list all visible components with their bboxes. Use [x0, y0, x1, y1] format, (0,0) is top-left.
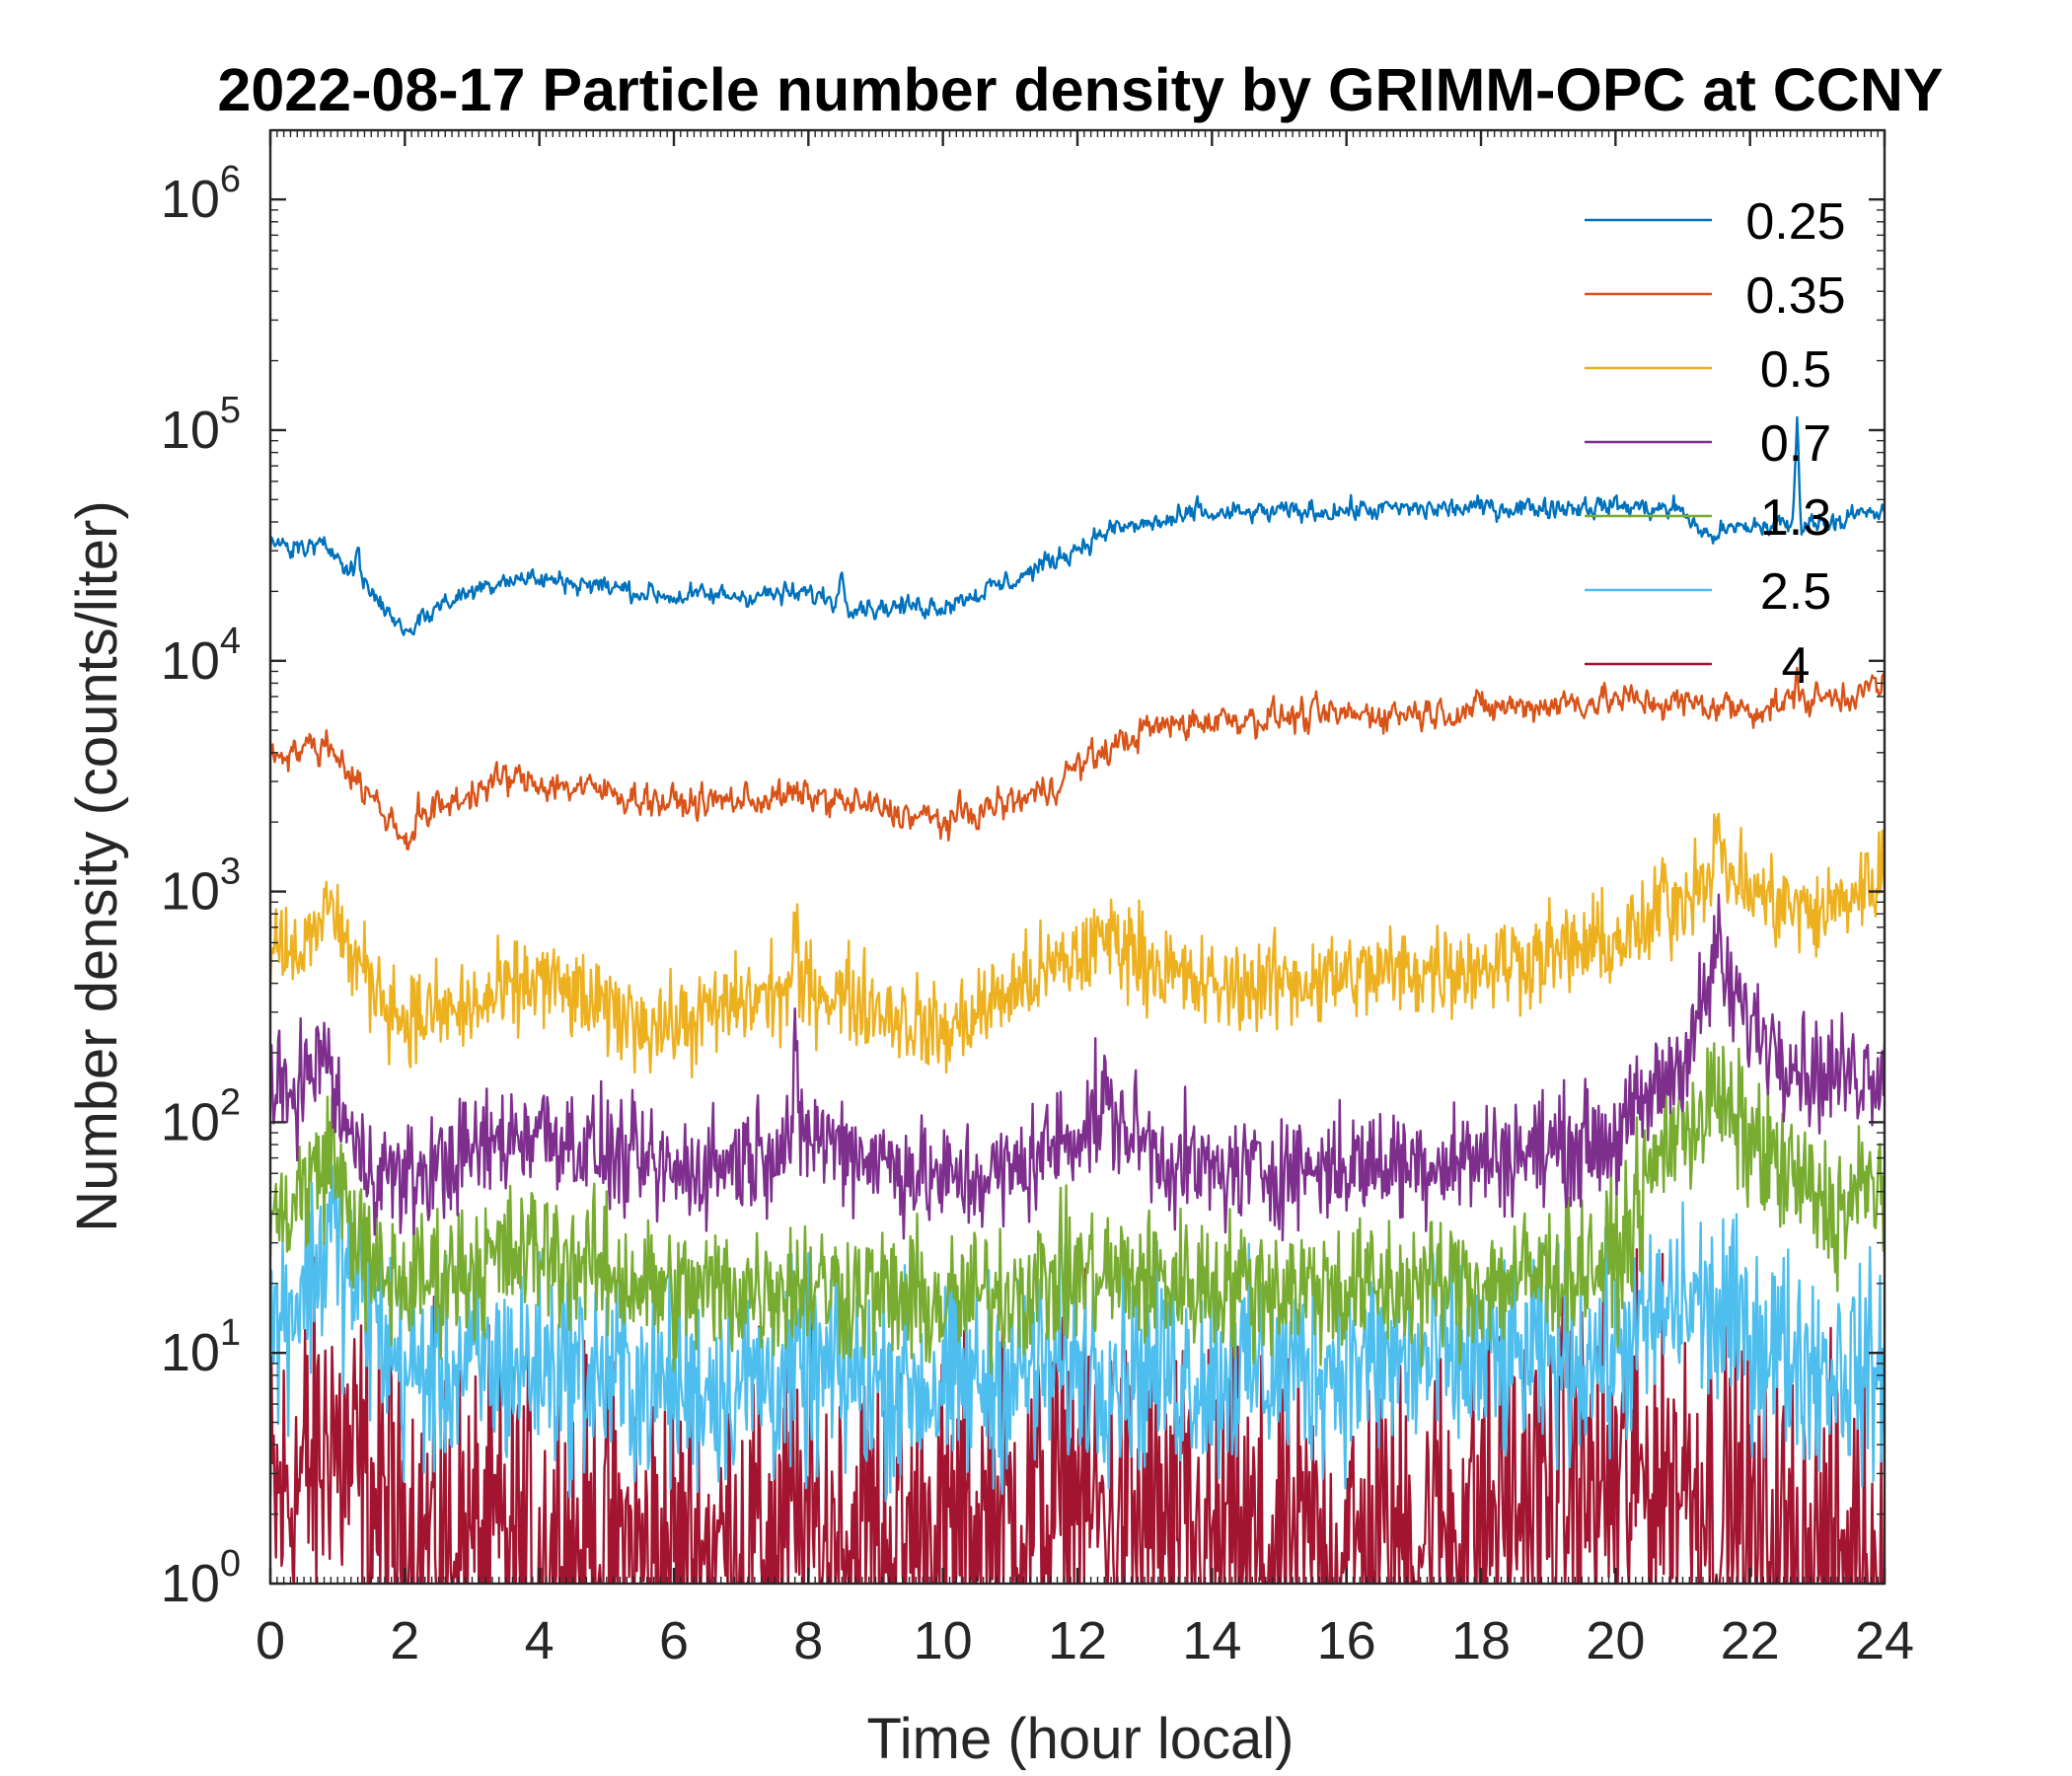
- series-line-0.25: [270, 415, 1885, 636]
- x-tick-label: 4: [525, 1611, 555, 1670]
- chart-title: 2022-08-17 Particle number density by GR…: [217, 56, 1943, 123]
- x-tick-label: 16: [1317, 1611, 1376, 1670]
- legend-item-0.35: 0.35: [1585, 267, 1846, 325]
- series-line-1.3: [270, 1042, 1885, 1375]
- x-tick-label: 20: [1586, 1611, 1645, 1670]
- series-lines: [270, 415, 1885, 1584]
- x-tick-label: 2: [390, 1611, 419, 1670]
- x-tick-label: 18: [1451, 1611, 1511, 1670]
- x-tick-label: 8: [793, 1611, 823, 1670]
- series-line-0.7: [270, 893, 1885, 1242]
- x-tick-label: 24: [1855, 1611, 1914, 1670]
- legend-item-4: 4: [1585, 637, 1810, 695]
- legend-item-0.7: 0.7: [1585, 415, 1831, 473]
- y-tick-label: 103: [161, 851, 241, 922]
- x-axis-ticks: 0 2 4 6 8 10 12 14 16 18 20 22 24: [256, 130, 1914, 1670]
- x-tick-label: 6: [659, 1611, 689, 1670]
- series-line-0.5: [270, 812, 1885, 1078]
- y-tick-label: 106: [161, 159, 241, 229]
- legend-label: 0.35: [1745, 267, 1845, 325]
- legend-label: 0.25: [1745, 193, 1845, 251]
- legend-item-0.5: 0.5: [1585, 341, 1831, 399]
- legend-label: 4: [1782, 637, 1811, 695]
- series-line-0.35: [270, 666, 1885, 851]
- legend-label: 0.7: [1760, 415, 1831, 473]
- y-axis-ticks: 100 101 102 103 104 105 106: [161, 159, 1885, 1613]
- y-tick-label: 101: [161, 1312, 241, 1382]
- legend-item-1.3: 1.3: [1585, 489, 1831, 547]
- legend-label: 2.5: [1760, 563, 1831, 621]
- legend-label: 0.5: [1760, 341, 1831, 399]
- y-tick-label: 100: [161, 1543, 241, 1613]
- series-line-4: [270, 1248, 1885, 1584]
- legend-item-0.25: 0.25: [1585, 193, 1846, 251]
- y-axis-label: Number density (counts/liter): [65, 500, 129, 1231]
- x-tick-label: 22: [1721, 1611, 1780, 1670]
- legend-item-2.5: 2.5: [1585, 563, 1831, 621]
- plot-area: [268, 128, 1887, 1586]
- x-axis-label: Time (hour local): [867, 1707, 1295, 1771]
- x-tick-label: 12: [1048, 1611, 1107, 1670]
- legend-label: 1.3: [1760, 489, 1831, 547]
- x-tick-label: 10: [914, 1611, 973, 1670]
- legend: 0.25 0.35 0.5 0.7 1.3 2.5 4: [1585, 193, 1846, 695]
- y-tick-label: 104: [161, 621, 241, 691]
- y-tick-label: 102: [161, 1081, 241, 1151]
- x-tick-label: 0: [256, 1611, 285, 1670]
- y-tick-label: 105: [161, 390, 241, 460]
- x-tick-label: 14: [1182, 1611, 1241, 1670]
